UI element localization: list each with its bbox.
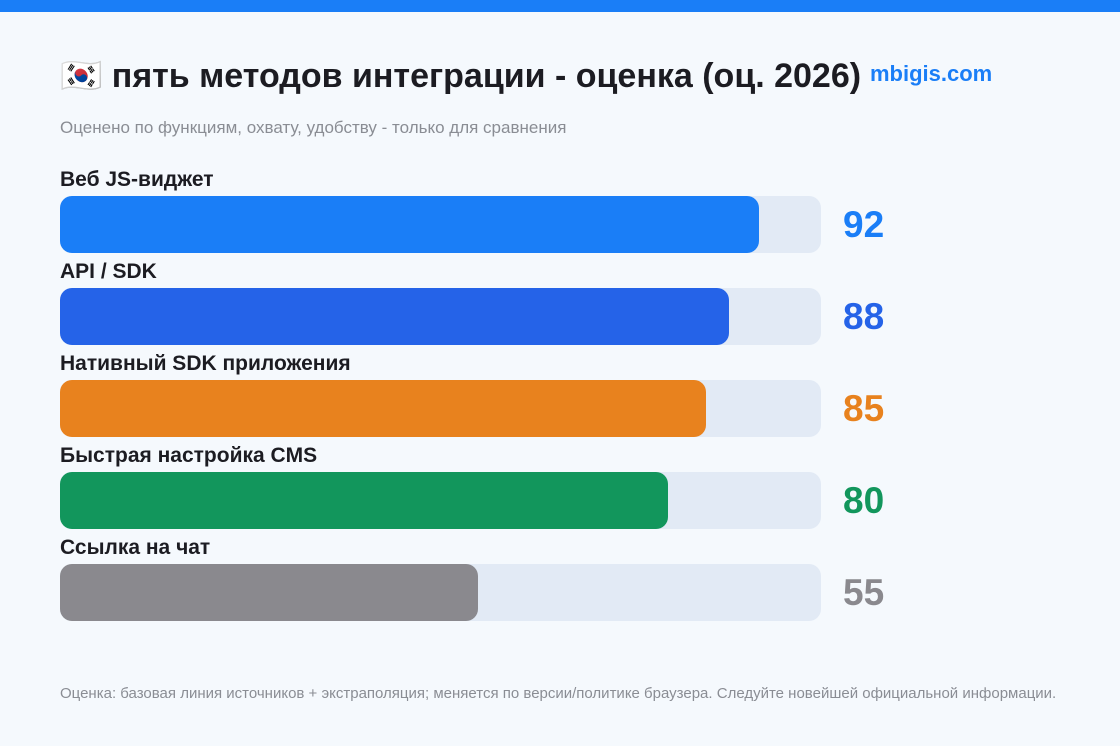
- brand-watermark[interactable]: mbigis.com: [870, 61, 993, 86]
- top-accent-stripe: [0, 0, 1120, 12]
- bar-label: Ссылка на чат: [60, 536, 211, 559]
- bar-fill: [60, 380, 706, 437]
- footer-note: Оценка: базовая линия источников + экстр…: [60, 685, 1057, 702]
- bar-fill: [60, 196, 759, 253]
- chart-subtitle: Оценено по функциям, охвату, удобству - …: [60, 118, 567, 137]
- chart-title: 🇰🇷 пять методов интеграции - оценка (оц.…: [60, 57, 862, 95]
- bar-fill: [60, 564, 478, 621]
- bar-label: Быстрая настройка CMS: [60, 444, 318, 467]
- bar-value-label: 85: [843, 388, 885, 429]
- bar-fill: [60, 288, 729, 345]
- bar-label: Нативный SDK приложения: [60, 352, 351, 375]
- bar-value-label: 88: [843, 296, 885, 337]
- bar-fill: [60, 472, 668, 529]
- bar-label: Веб JS-виджет: [60, 168, 214, 191]
- bar-value-label: 92: [843, 204, 885, 245]
- bar-value-label: 55: [843, 572, 885, 613]
- bar-value-label: 80: [843, 480, 885, 521]
- bar-label: API / SDK: [60, 260, 157, 283]
